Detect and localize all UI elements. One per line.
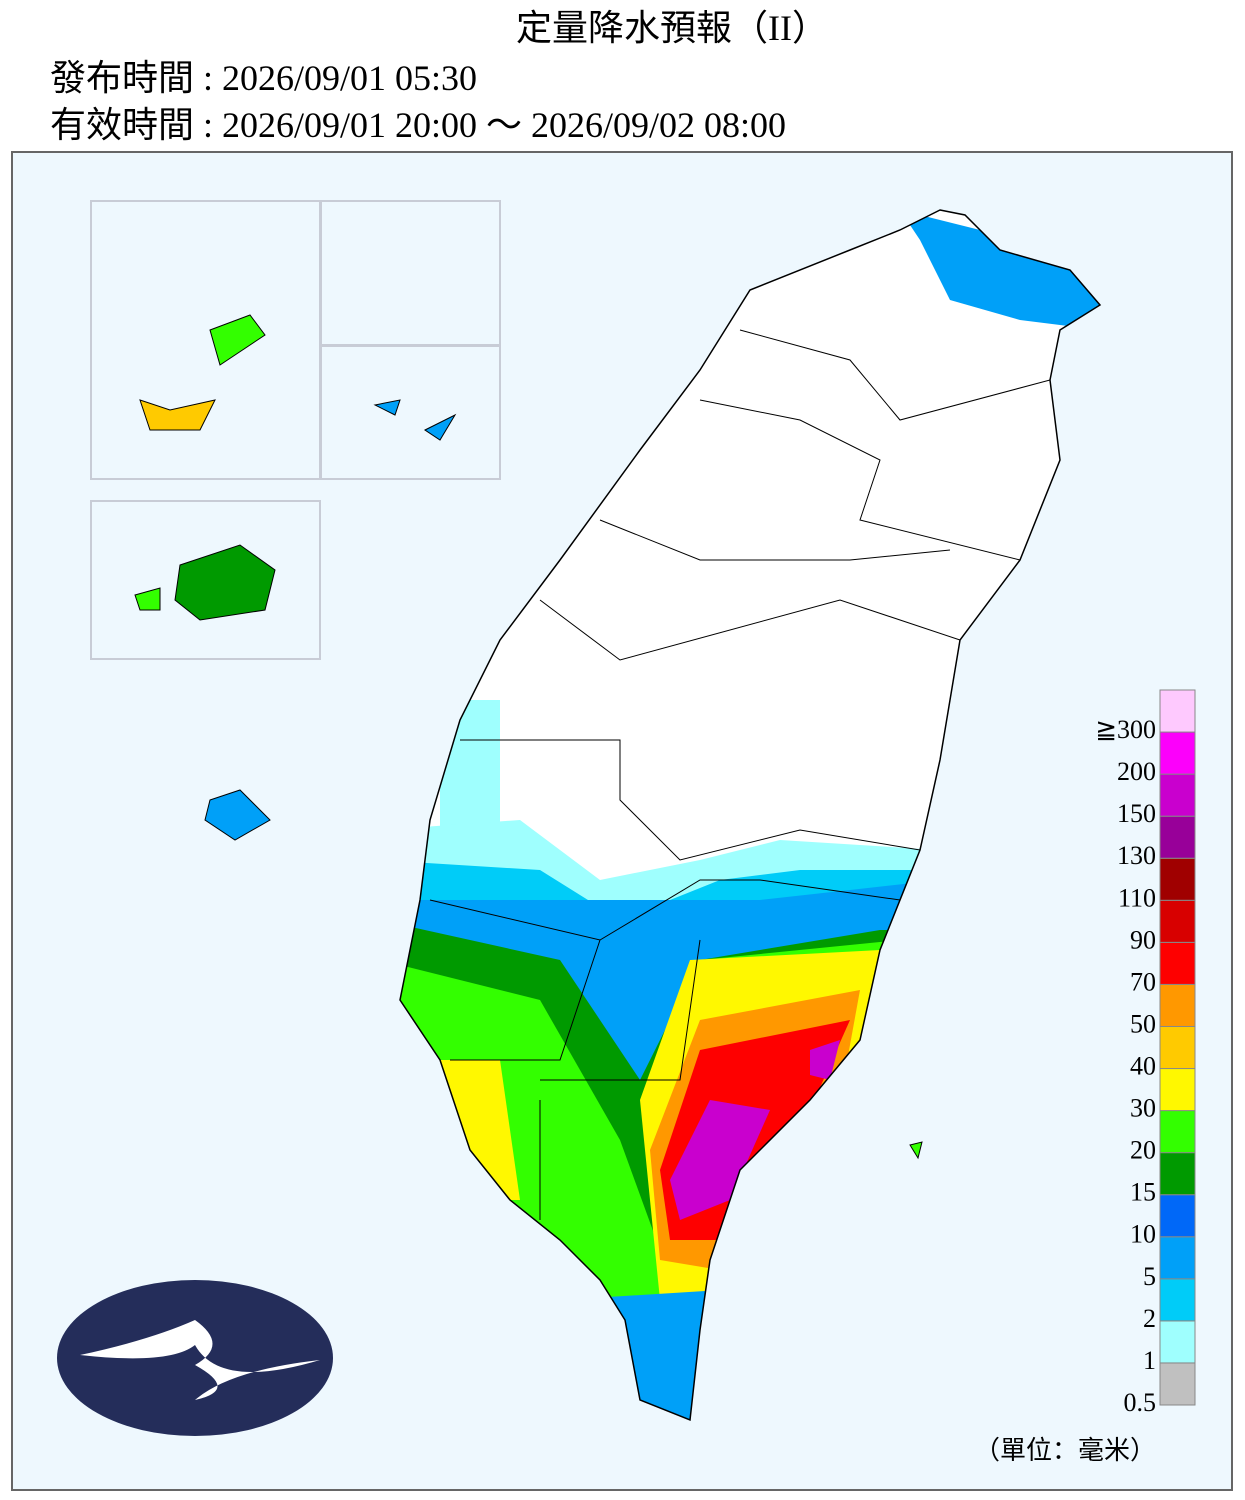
legend-label: 110 xyxy=(1118,883,1156,912)
legend-swatch xyxy=(1159,1236,1196,1280)
legend-label: 30 xyxy=(1130,1094,1156,1123)
legend-swatch xyxy=(1159,983,1196,1027)
legend-label: ≧300 xyxy=(1095,715,1156,744)
legend-swatch xyxy=(1159,731,1196,775)
legend-label: 1 xyxy=(1143,1346,1156,1375)
legend-swatch xyxy=(1159,1025,1196,1070)
legend-swatch xyxy=(1159,773,1196,817)
legend-swatch xyxy=(1159,1068,1196,1112)
legend-label: 5 xyxy=(1143,1262,1156,1291)
legend-label: 70 xyxy=(1130,967,1156,996)
legend-swatch xyxy=(1159,1362,1196,1406)
legend-swatch xyxy=(1159,1194,1196,1238)
legend: 0.5 1 2 5 10 15 20 30 40 50 70 90 110 130 150 200 ≧300 xyxy=(1095,689,1196,1417)
cwa-logo xyxy=(57,1280,333,1436)
title: 定量降水預報（II） xyxy=(516,8,828,48)
legend-label: 2 xyxy=(1143,1304,1156,1333)
legend-label: 150 xyxy=(1117,799,1156,828)
legend-label: 20 xyxy=(1130,1136,1156,1165)
legend-swatch xyxy=(1159,1278,1196,1322)
legend-label: 40 xyxy=(1130,1051,1156,1080)
legend-swatch xyxy=(1159,1320,1196,1364)
legend-swatch xyxy=(1159,941,1196,985)
legend-swatch xyxy=(1159,899,1196,943)
county-borders xyxy=(429,329,1051,1220)
legend-label: 0.5 xyxy=(1124,1388,1157,1417)
legend-swatch xyxy=(1159,1110,1196,1154)
unit-label: （單位：毫米） xyxy=(974,1436,1156,1465)
legend-label: 130 xyxy=(1117,841,1156,870)
valid-time: 有效時間 : 2026/09/01 20:00 ～ 2026/09/02 08:… xyxy=(50,105,786,145)
legend-swatch xyxy=(1159,1152,1196,1196)
legend-label: 10 xyxy=(1130,1220,1156,1249)
issue-time: 發布時間 : 2026/09/01 05:30 xyxy=(50,58,477,98)
legend-label: 90 xyxy=(1130,925,1156,954)
islands xyxy=(134,314,923,1160)
legend-swatch xyxy=(1159,857,1196,901)
legend-label: 15 xyxy=(1130,1178,1156,1207)
legend-label: 50 xyxy=(1130,1009,1156,1038)
coastline xyxy=(399,209,1102,1422)
legend-label: 200 xyxy=(1117,757,1156,786)
legend-swatch xyxy=(1159,815,1196,859)
legend-swatch xyxy=(1159,689,1196,733)
inset-boxes xyxy=(90,200,501,660)
